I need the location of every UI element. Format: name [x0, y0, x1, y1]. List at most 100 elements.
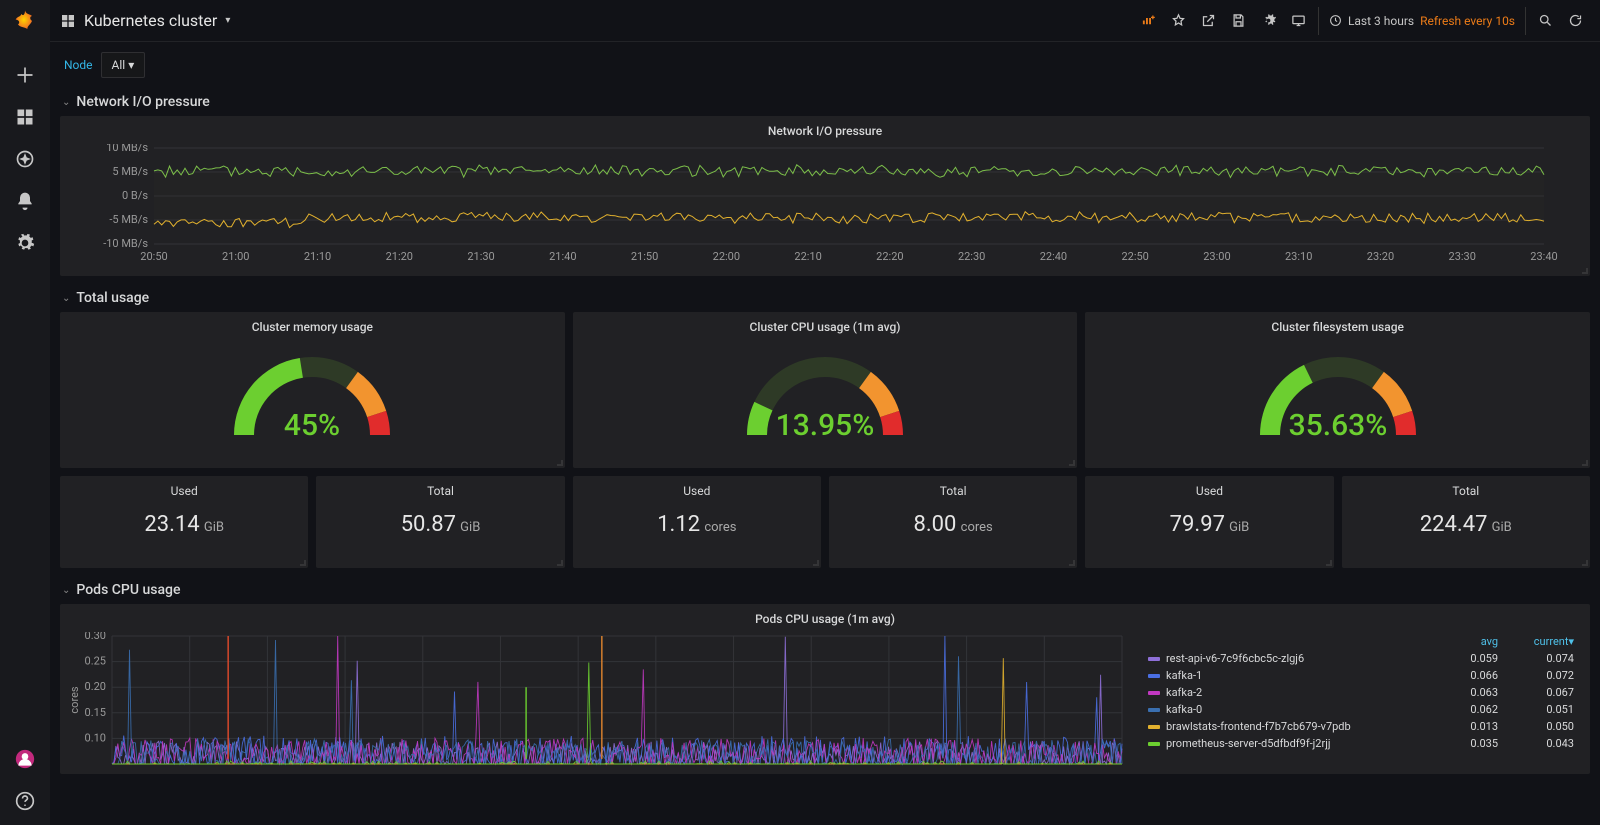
svg-text:cores: cores — [68, 686, 81, 713]
legend-row[interactable]: rest-api-v6-7c9f6cbc5c-zlgj6 0.0590.074 — [1142, 651, 1580, 666]
pods-cpu-chart: 0.300.250.200.150.10cores — [68, 632, 1128, 772]
refresh-button[interactable] — [1560, 7, 1590, 35]
settings-icon[interactable] — [15, 233, 35, 253]
singlestat-panel[interactable]: Total 50.87 GiB — [316, 476, 564, 568]
resize-handle[interactable] — [1582, 268, 1588, 274]
panel-title: Cluster memory usage — [68, 320, 557, 334]
row-toggle-pods-cpu[interactable]: ⌄ Pods CPU usage — [60, 576, 1590, 604]
svg-text:23:30: 23:30 — [1449, 250, 1476, 263]
stat-value: 23.14 GiB — [68, 512, 300, 537]
settings-button[interactable] — [1254, 7, 1284, 35]
legend-row[interactable]: kafka-1 0.0660.072 — [1142, 668, 1580, 683]
svg-text:5 MB/s: 5 MB/s — [112, 165, 148, 178]
svg-text:0.10: 0.10 — [85, 731, 106, 744]
time-range-label: Last 3 hours — [1348, 14, 1414, 28]
svg-text:35.63%: 35.63% — [1288, 408, 1387, 443]
panel-title: Used — [68, 484, 300, 498]
panel-title: Network I/O pressure — [68, 124, 1582, 138]
grafana-logo-icon[interactable] — [11, 8, 39, 36]
legend-row[interactable]: prometheus-server-d5dfbdf9f-j2rjj 0.0350… — [1142, 736, 1580, 751]
svg-text:22:20: 22:20 — [876, 250, 903, 263]
save-button[interactable] — [1224, 7, 1254, 35]
row-toggle-network[interactable]: ⌄ Network I/O pressure — [60, 88, 1590, 116]
stat-value: 79.97 GiB — [1093, 512, 1325, 537]
panel-title: Total — [1350, 484, 1582, 498]
svg-text:0.20: 0.20 — [85, 680, 106, 693]
cycle-view-button[interactable] — [1284, 7, 1314, 35]
network-io-chart: 10 MB/s5 MB/s0 B/s-5 MB/s-10 MB/s20:5021… — [68, 144, 1582, 270]
svg-text:21:50: 21:50 — [631, 250, 658, 263]
panel-title: Total — [837, 484, 1069, 498]
svg-text:23:10: 23:10 — [1285, 250, 1312, 263]
resize-handle[interactable] — [557, 560, 563, 566]
resize-handle[interactable] — [813, 560, 819, 566]
resize-handle[interactable] — [300, 560, 306, 566]
panel-title: Total — [324, 484, 556, 498]
time-picker[interactable]: Last 3 hours Refresh every 10s — [1318, 7, 1526, 35]
dashboard-title: Kubernetes cluster — [84, 11, 217, 30]
singlestat-panel[interactable]: Used 23.14 GiB — [60, 476, 308, 568]
alerting-icon[interactable] — [15, 191, 35, 211]
panel-network-io[interactable]: Network I/O pressure 10 MB/s 5 MB/s 0 B/s -… — [60, 116, 1590, 276]
panel-title: Pods CPU usage (1m avg) — [68, 612, 1582, 626]
stat-value: 50.87 GiB — [324, 512, 556, 537]
resize-handle[interactable] — [1326, 560, 1332, 566]
svg-text:22:50: 22:50 — [1121, 250, 1148, 263]
svg-text:10 MB/s: 10 MB/s — [106, 144, 148, 154]
explore-icon[interactable] — [15, 149, 35, 169]
svg-text:-5 MB/s: -5 MB/s — [109, 213, 148, 226]
resize-handle[interactable] — [1582, 560, 1588, 566]
plus-icon[interactable] — [15, 65, 35, 85]
help-icon[interactable] — [15, 791, 35, 811]
variable-bar: Node All ▾ — [50, 42, 1600, 88]
singlestat-panel[interactable]: Total 8.00 cores — [829, 476, 1077, 568]
stat-value: 8.00 cores — [837, 512, 1069, 537]
chevron-down-icon: ⌄ — [62, 293, 70, 304]
svg-text:45%: 45% — [284, 408, 340, 443]
stat-value: 1.12 cores — [581, 512, 813, 537]
legend-row[interactable]: kafka-0 0.0620.051 — [1142, 702, 1580, 717]
resize-handle[interactable] — [557, 460, 563, 466]
panel-title: Cluster filesystem usage — [1093, 320, 1582, 334]
add-panel-button[interactable] — [1134, 7, 1164, 35]
chevron-down-icon: ▾ — [225, 15, 230, 26]
svg-text:23:20: 23:20 — [1367, 250, 1394, 263]
gauge-panel[interactable]: Cluster filesystem usage 35.63% — [1085, 312, 1590, 468]
svg-text:21:10: 21:10 — [304, 250, 331, 263]
variable-select-node[interactable]: All ▾ — [101, 52, 146, 78]
legend-row[interactable]: brawlstats-frontend-f7b7cb679-v7pdb 0.01… — [1142, 719, 1580, 734]
dashboards-icon[interactable] — [15, 107, 35, 127]
gauge-panel[interactable]: Cluster CPU usage (1m avg) 13.95% — [573, 312, 1078, 468]
user-avatar-icon[interactable] — [15, 749, 35, 769]
resize-handle[interactable] — [1582, 460, 1588, 466]
svg-text:22:40: 22:40 — [1040, 250, 1067, 263]
svg-text:23:40: 23:40 — [1530, 250, 1557, 263]
svg-text:22:00: 22:00 — [713, 250, 740, 263]
svg-text:-10 MB/s: -10 MB/s — [103, 237, 148, 250]
panel-pods-cpu[interactable]: Pods CPU usage (1m avg) 0.300.250.200.15… — [60, 604, 1590, 774]
dashboard-title-button[interactable]: Kubernetes cluster ▾ — [60, 11, 230, 30]
svg-text:0.15: 0.15 — [85, 706, 106, 719]
svg-text:0.25: 0.25 — [85, 655, 106, 668]
resize-handle[interactable] — [1069, 560, 1075, 566]
panel-title: Cluster CPU usage (1m avg) — [581, 320, 1070, 334]
row-toggle-total[interactable]: ⌄ Total usage — [60, 284, 1590, 312]
singlestat-panel[interactable]: Total 224.47 GiB — [1342, 476, 1590, 568]
star-button[interactable] — [1164, 7, 1194, 35]
pods-cpu-legend: avgcurrent▾ rest-api-v6-7c9f6cbc5c-zlgj6… — [1140, 632, 1582, 753]
svg-text:22:10: 22:10 — [794, 250, 821, 263]
svg-text:21:20: 21:20 — [386, 250, 413, 263]
stat-value: 224.47 GiB — [1350, 512, 1582, 537]
refresh-interval-label: Refresh every 10s — [1420, 14, 1515, 28]
svg-text:0 B/s: 0 B/s — [122, 189, 148, 202]
singlestat-panel[interactable]: Used 79.97 GiB — [1085, 476, 1333, 568]
gauge-panel[interactable]: Cluster memory usage 45% — [60, 312, 565, 468]
side-nav — [0, 0, 50, 825]
legend-row[interactable]: kafka-2 0.0630.067 — [1142, 685, 1580, 700]
singlestat-panel[interactable]: Used 1.12 cores — [573, 476, 821, 568]
zoom-out-button[interactable] — [1530, 7, 1560, 35]
svg-text:21:30: 21:30 — [467, 250, 494, 263]
resize-handle[interactable] — [1069, 460, 1075, 466]
share-button[interactable] — [1194, 7, 1224, 35]
panel-title: Used — [1093, 484, 1325, 498]
